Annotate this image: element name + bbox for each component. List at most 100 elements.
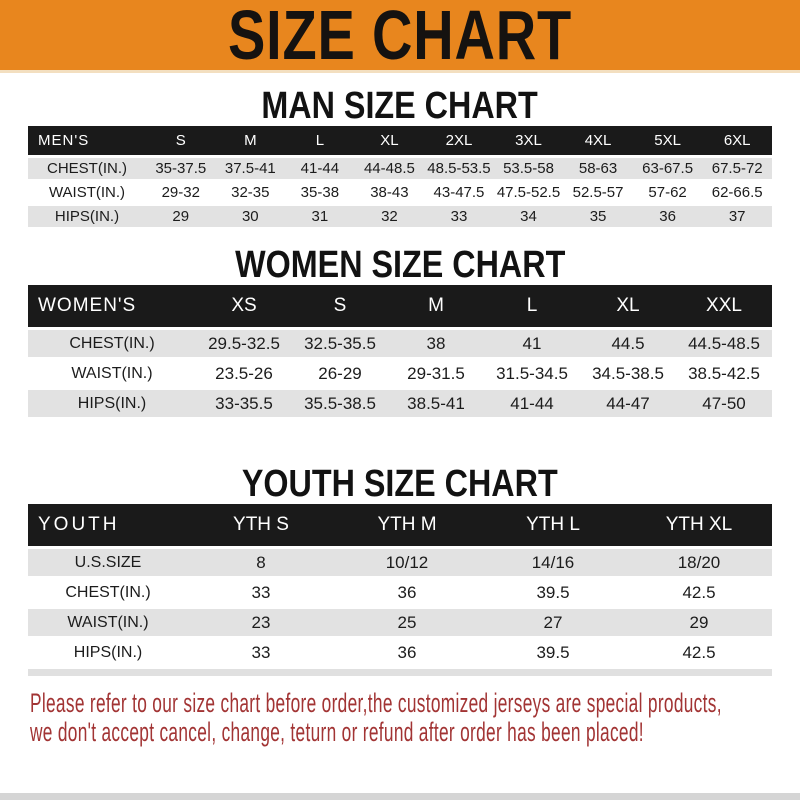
column-header: S	[292, 285, 388, 330]
row-label: CHEST(IN.)	[28, 328, 196, 360]
column-header: 5XL	[632, 126, 703, 158]
table-cell: 44.5	[580, 328, 676, 360]
table-cell: 38.5-42.5	[676, 358, 772, 390]
table-header-row: WOMEN'S XS S M L XL XXL	[28, 285, 772, 330]
column-header: 2XL	[424, 126, 494, 158]
youth-section-heading-text: YOUTH SIZE CHART	[242, 463, 558, 505]
table-cell: 18/20	[626, 547, 772, 579]
table-row: HIPS(IN.) 33 36 39.5 42.5	[28, 637, 772, 669]
table-cell: 26-29	[292, 358, 388, 390]
column-header: YTH L	[480, 504, 626, 549]
table-cell: 34.5-38.5	[580, 358, 676, 390]
section-men: MAN SIZE CHART MEN'S S M L XL 2XL 3XL 4XL 5XL 6XL…	[0, 86, 800, 230]
table-title: WOMEN'S	[28, 285, 196, 330]
table-cell: 14/16	[480, 547, 626, 579]
table-cell: 33-35.5	[196, 388, 292, 420]
men-size-table: MEN'S S M L XL 2XL 3XL 4XL 5XL 6XL CHEST(IN.) 35-37…	[28, 126, 772, 230]
column-header: S	[146, 126, 216, 158]
section-women: WOMEN SIZE CHART WOMEN'S XS S M L XL XXL CHEST(…	[0, 245, 800, 420]
women-section-heading: WOMEN SIZE CHART	[0, 245, 800, 285]
disclaimer-line-2: we don't accept cancel, change, teturn o…	[30, 717, 644, 747]
table-title: MEN'S	[28, 126, 146, 158]
table-cell: 10/12	[334, 547, 480, 579]
column-header: M	[388, 285, 484, 330]
table-cell: 63-67.5	[632, 156, 703, 182]
table-cell: 52.5-57	[563, 180, 633, 206]
table-cell: 36	[632, 204, 703, 230]
table-cell: 29-32	[146, 180, 216, 206]
table-cell: 47.5-52.5	[493, 180, 564, 206]
table-row: WAIST(IN.) 23.5-26 26-29 29-31.5 31.5-34.5 34…	[28, 358, 772, 390]
row-label: WAIST(IN.)	[28, 607, 188, 639]
table-cell: 31.5-34.5	[484, 358, 580, 390]
column-header: 3XL	[493, 126, 564, 158]
table-cell: 38.5-41	[388, 388, 484, 420]
table-cell: 25	[334, 607, 480, 639]
table-cell: 27	[480, 607, 626, 639]
table-row: CHEST(IN.) 29.5-32.5 32.5-35.5 38 41 44.5 44.5…	[28, 328, 772, 360]
table-cell: 31	[285, 204, 355, 230]
table-cell: 48.5-53.5	[424, 156, 494, 182]
column-header: L	[484, 285, 580, 330]
table-row: HIPS(IN.) 29 30 31 32 33 34 35 36 37	[28, 204, 772, 230]
table-cell: 23.5-26	[196, 358, 292, 390]
column-header: YTH XL	[626, 504, 772, 549]
table-cell: 41-44	[484, 388, 580, 420]
table-cell: 29	[146, 204, 216, 230]
disclaimer-text: Please refer to our size chart before or…	[30, 689, 800, 747]
column-header: XL	[354, 126, 425, 158]
row-label: WAIST(IN.)	[28, 358, 196, 390]
table-cell: 29-31.5	[388, 358, 484, 390]
youth-table-bottom-cap	[28, 669, 772, 676]
table-cell: 43-47.5	[424, 180, 494, 206]
column-header: XXL	[676, 285, 772, 330]
table-cell: 8	[188, 547, 334, 579]
table-cell: 35-37.5	[146, 156, 216, 182]
table-cell: 38	[388, 328, 484, 360]
table-cell: 30	[215, 204, 286, 230]
table-cell: 62-66.5	[702, 180, 772, 206]
section-youth: YOUTH SIZE CHART YOUTH YTH S YTH M YTH L YTH…	[0, 464, 800, 676]
disclaimer-line-1: Please refer to our size chart before or…	[30, 688, 722, 718]
table-cell: 53.5-58	[493, 156, 564, 182]
youth-size-table: YOUTH YTH S YTH M YTH L YTH XL U.S.SIZE 8 10/12…	[28, 504, 772, 669]
table-cell: 41-44	[285, 156, 355, 182]
row-label: CHEST(IN.)	[28, 156, 146, 182]
table-cell: 67.5-72	[702, 156, 772, 182]
table-cell: 32	[354, 204, 425, 230]
table-cell: 23	[188, 607, 334, 639]
table-cell: 47-50	[676, 388, 772, 420]
column-header: M	[215, 126, 286, 158]
table-cell: 33	[424, 204, 494, 230]
table-row: CHEST(IN.) 33 36 39.5 42.5	[28, 577, 772, 609]
table-row: CHEST(IN.) 35-37.5 37.5-41 41-44 44-48.5 48.5…	[28, 156, 772, 182]
size-chart-banner: SIZE CHART	[0, 0, 800, 73]
table-cell: 37	[702, 204, 772, 230]
men-section-heading-text: MAN SIZE CHART	[261, 85, 539, 127]
column-header: XL	[580, 285, 676, 330]
column-header: YTH S	[188, 504, 334, 549]
table-cell: 42.5	[626, 577, 772, 609]
row-label: HIPS(IN.)	[28, 637, 188, 669]
table-cell: 38-43	[354, 180, 425, 206]
table-row: WAIST(IN.) 29-32 32-35 35-38 38-43 43-47.5 47.…	[28, 180, 772, 206]
row-label: HIPS(IN.)	[28, 388, 196, 420]
table-cell: 39.5	[480, 577, 626, 609]
table-header-row: YOUTH YTH S YTH M YTH L YTH XL	[28, 504, 772, 549]
men-section-heading: MAN SIZE CHART	[0, 86, 800, 126]
column-header: 6XL	[702, 126, 772, 158]
table-cell: 44-47	[580, 388, 676, 420]
row-label: HIPS(IN.)	[28, 204, 146, 230]
table-cell: 39.5	[480, 637, 626, 669]
table-cell: 35.5-38.5	[292, 388, 388, 420]
table-cell: 37.5-41	[215, 156, 286, 182]
table-cell: 35	[563, 204, 633, 230]
table-cell: 58-63	[563, 156, 633, 182]
table-row: HIPS(IN.) 33-35.5 35.5-38.5 38.5-41 41-44 44-…	[28, 388, 772, 420]
women-section-heading-text: WOMEN SIZE CHART	[234, 244, 566, 286]
table-cell: 57-62	[632, 180, 703, 206]
table-row: U.S.SIZE 8 10/12 14/16 18/20	[28, 547, 772, 579]
row-label: CHEST(IN.)	[28, 577, 188, 609]
table-header-row: MEN'S S M L XL 2XL 3XL 4XL 5XL 6XL	[28, 126, 772, 158]
